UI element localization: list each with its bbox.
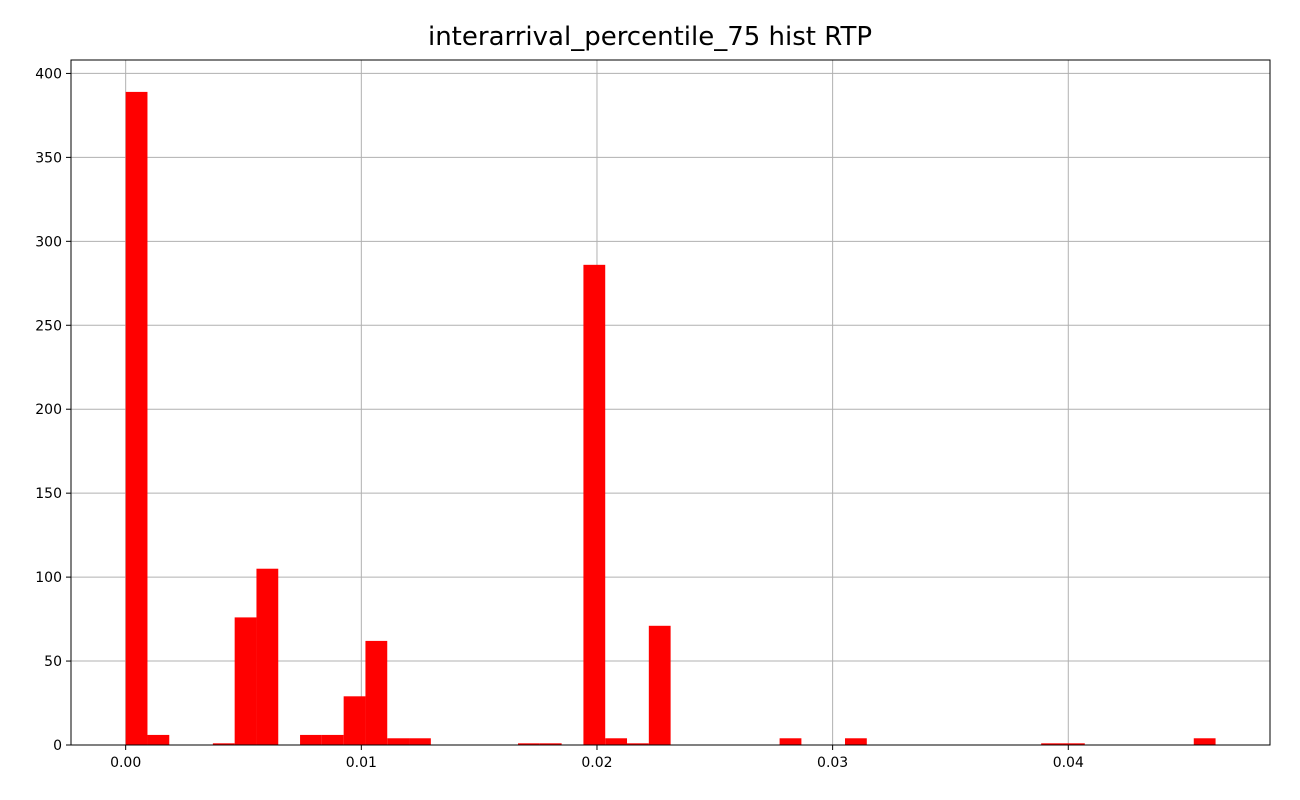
histogram-bar — [779, 738, 802, 745]
axes: 0.00 0.01 0.02 0.03 0.04 0 50 100 150 200 250 300 35… — [35, 59, 1271, 771]
histogram-bar — [125, 91, 148, 745]
histogram-bar — [627, 743, 649, 745]
histogram-bar — [147, 734, 170, 745]
plot-frame — [70, 59, 1271, 746]
y-tick-label: 100 — [35, 570, 62, 586]
histogram-bar — [409, 738, 431, 745]
y-tick-label: 150 — [35, 486, 62, 502]
histogram-bar — [605, 738, 628, 745]
x-tick-label: 0.01 — [346, 755, 377, 771]
y-tick-label: 0 — [53, 738, 62, 754]
histogram-bar — [212, 743, 235, 745]
histogram-bar — [256, 568, 279, 745]
y-tick-label: 350 — [35, 150, 62, 166]
x-tick-label: 0.02 — [581, 755, 612, 771]
y-tick-label: 300 — [35, 234, 62, 250]
y-tick-label: 250 — [35, 318, 62, 334]
histogram-bar — [648, 625, 671, 745]
chart-title: interarrival_percentile_75 hist RTP — [427, 22, 873, 52]
histogram-bar — [539, 743, 562, 745]
histogram-bar — [321, 734, 344, 745]
y-tick-label: 400 — [35, 66, 62, 82]
y-tick-label: 200 — [35, 402, 62, 418]
y-tick-label: 50 — [44, 654, 62, 670]
x-tick-label: 0.03 — [817, 755, 848, 771]
histogram-bar — [583, 264, 606, 745]
histogram-bar — [845, 738, 867, 745]
histogram-bar — [343, 696, 366, 745]
histogram-bars — [125, 91, 1216, 745]
x-tick-label: 0.04 — [1053, 755, 1084, 771]
histogram-bar — [1062, 743, 1085, 745]
x-tick-label: 0.00 — [110, 755, 141, 771]
histogram-bar — [300, 734, 322, 745]
histogram-bar — [234, 617, 257, 745]
histogram-bar — [1193, 738, 1216, 745]
histogram-bar — [518, 743, 540, 745]
histogram-bar — [1041, 743, 1063, 745]
histogram-bar — [365, 640, 388, 745]
histogram-bar — [387, 738, 410, 745]
